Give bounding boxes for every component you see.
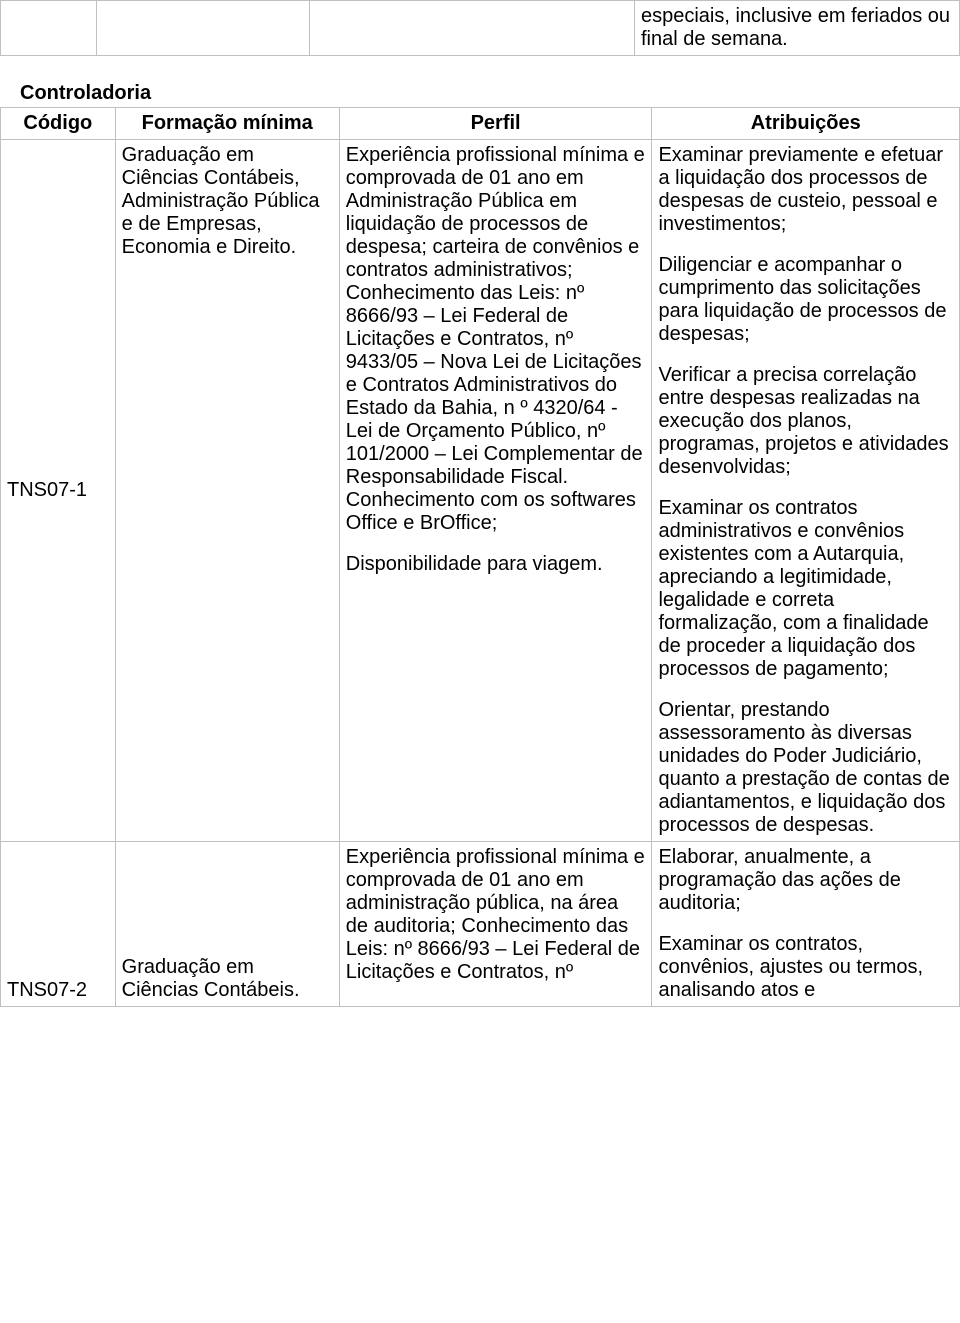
- row1-formacao: Graduação em Ciências Contábeis, Adminis…: [122, 144, 320, 258]
- row1-attr-cell: Examinar previamente e efetuar a liquida…: [652, 140, 960, 842]
- header-formacao: Formação mínima: [115, 108, 339, 140]
- row1-attr-p4: Examinar os contratos administrativos e …: [658, 497, 953, 681]
- header-perfil: Perfil: [339, 108, 652, 140]
- empty-cell: [310, 1, 635, 56]
- header-row: Código Formação mínima Perfil Atribuiçõe…: [1, 108, 960, 140]
- row1-perfil-p1: Experiência profissional mínima e compro…: [346, 144, 646, 535]
- row2-code: TNS07-2: [7, 979, 87, 1001]
- header-codigo: Código: [1, 108, 116, 140]
- row1-attr-p3: Verificar a precisa correlação entre des…: [658, 364, 953, 479]
- fragment-text-cell: especiais, inclusive em feriados ou fina…: [634, 1, 959, 56]
- row1-code: TNS07-1: [7, 479, 87, 501]
- table-row: especiais, inclusive em feriados ou fina…: [1, 1, 960, 56]
- main-table: Código Formação mínima Perfil Atribuiçõe…: [0, 107, 960, 1007]
- row1-formacao-cell: Graduação em Ciências Contábeis, Adminis…: [115, 140, 339, 842]
- row2-formacao-cell: Graduação em Ciências Contábeis.: [115, 842, 339, 1007]
- row1-attr-p5: Orientar, prestando assessoramento às di…: [658, 699, 953, 837]
- row2-code-cell: TNS07-2: [1, 842, 116, 1007]
- empty-cell: [96, 1, 309, 56]
- table-row: TNS07-2 Graduação em Ciências Contábeis.…: [1, 842, 960, 1007]
- row2-perfil-cell: Experiência profissional mínima e compro…: [339, 842, 652, 1007]
- document-page: especiais, inclusive em feriados ou fina…: [0, 0, 960, 1007]
- section-title: Controladoria: [20, 82, 960, 105]
- row2-attr-p1: Elaborar, anualmente, a programação das …: [658, 846, 953, 915]
- header-atribuicoes: Atribuições: [652, 108, 960, 140]
- fragment-text: especiais, inclusive em feriados ou fina…: [641, 5, 950, 50]
- row2-attr-cell: Elaborar, anualmente, a programação das …: [652, 842, 960, 1007]
- row1-perfil-cell: Experiência profissional mínima e compro…: [339, 140, 652, 842]
- row1-attr-p2: Diligenciar e acompanhar o cumprimento d…: [658, 254, 953, 346]
- row1-attr-p1: Examinar previamente e efetuar a liquida…: [658, 144, 953, 236]
- row2-perfil: Experiência profissional mínima e compro…: [346, 846, 645, 983]
- table-row: TNS07-1 Graduação em Ciências Contábeis,…: [1, 140, 960, 842]
- row2-attr-p2: Examinar os contratos, convênios, ajuste…: [658, 933, 953, 1002]
- empty-cell: [1, 1, 97, 56]
- row2-formacao: Graduação em Ciências Contábeis.: [122, 956, 300, 1001]
- row1-code-cell: TNS07-1: [1, 140, 116, 842]
- row1-perfil-p2: Disponibilidade para viagem.: [346, 553, 646, 576]
- top-fragment-table: especiais, inclusive em feriados ou fina…: [0, 0, 960, 56]
